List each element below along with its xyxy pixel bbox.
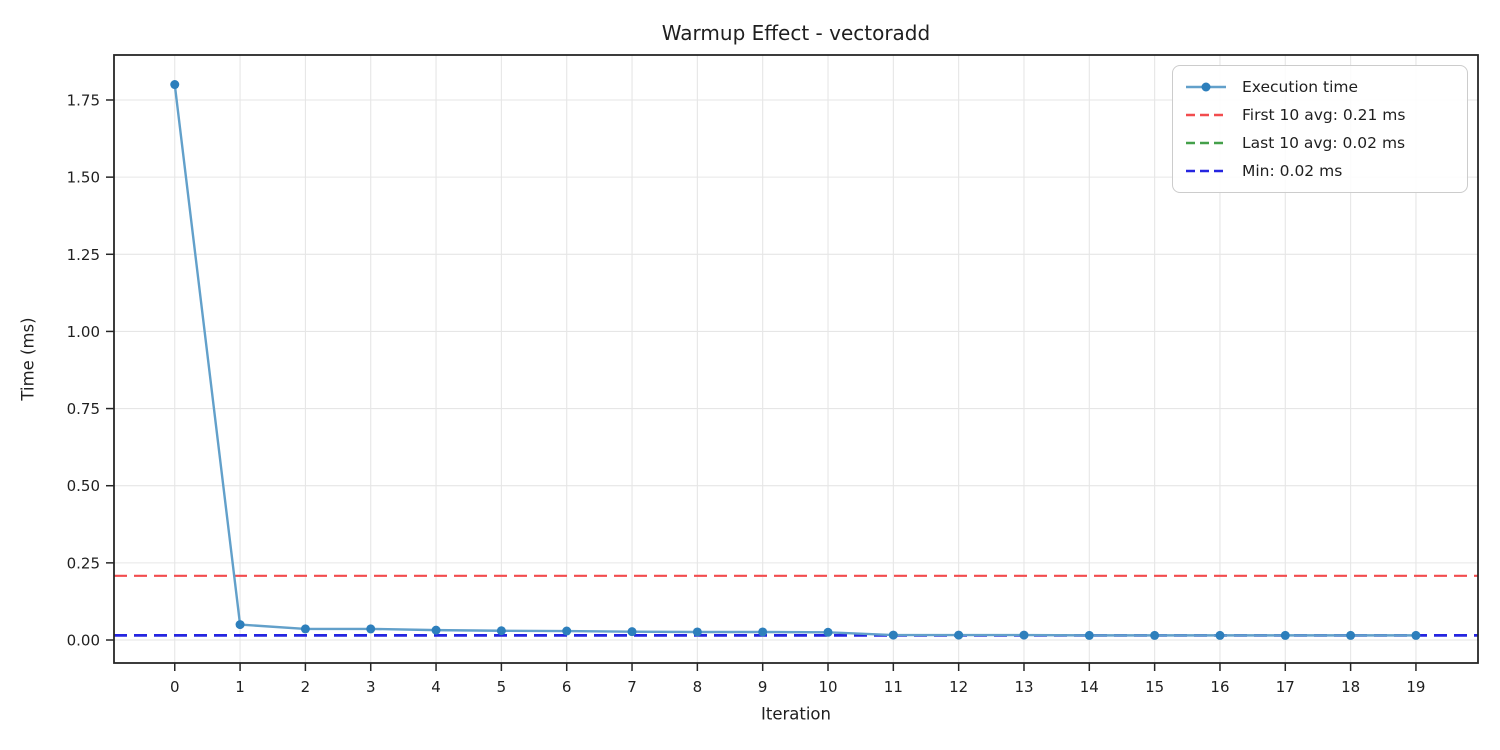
x-tick-label: 17 (1276, 678, 1295, 696)
data-point-marker (235, 620, 245, 630)
data-point-marker (1084, 630, 1094, 640)
data-point-marker (627, 627, 637, 637)
x-tick-label: 2 (301, 678, 311, 696)
data-point-marker (496, 626, 506, 636)
data-point-marker (431, 625, 441, 635)
x-tick-label: 13 (1014, 678, 1033, 696)
axes-spines (113, 54, 1479, 664)
x-axis-label: Iteration (761, 704, 831, 724)
y-tick-label: 0.50 (67, 477, 100, 495)
x-tick-label: 19 (1406, 678, 1425, 696)
data-point-marker (1150, 630, 1160, 640)
x-tick-label: 10 (818, 678, 837, 696)
x-tick-label: 18 (1341, 678, 1360, 696)
axis-ticks (106, 99, 1417, 671)
x-tick-label: 12 (949, 678, 968, 696)
legend-label: Last 10 avg: 0.02 ms (1242, 134, 1406, 152)
data-point-marker (1280, 630, 1290, 640)
legend-label: Min: 0.02 ms (1242, 162, 1343, 180)
x-tick-label: 5 (497, 678, 507, 696)
legend-item: Min: 0.02 ms (1185, 157, 1457, 185)
y-tick-label: 0.75 (67, 400, 100, 418)
execution-time-series (170, 80, 1421, 640)
legend: Execution time First 10 avg: 0.21 ms Last … (1172, 65, 1468, 193)
legend-label: Execution time (1242, 78, 1359, 96)
y-tick-label: 0.00 (67, 632, 100, 650)
legend-label: First 10 avg: 0.21 ms (1242, 106, 1406, 124)
data-point-marker (562, 626, 572, 636)
x-tick-label: 15 (1145, 678, 1164, 696)
data-point-marker (170, 80, 180, 90)
legend-item: Execution time (1185, 73, 1457, 101)
x-tick-label: 7 (627, 678, 637, 696)
data-point-marker (366, 624, 376, 634)
legend-line-marker-sample (1186, 82, 1226, 92)
data-point-marker (1346, 630, 1356, 640)
data-point-marker (888, 630, 898, 640)
y-axis-label: Time (ms) (18, 317, 38, 401)
grid-lines (114, 55, 1478, 663)
tick-labels: 0 1 2 3 4 5 6 7 8 9 10 11 12 13 14 15 16 17 18 190.000.250.… (67, 91, 1426, 696)
y-tick-label: 0.25 (67, 554, 100, 572)
legend-item: Last 10 avg: 0.02 ms (1185, 129, 1457, 157)
legend-dashed-line-sample (1186, 141, 1226, 145)
data-point-marker (300, 624, 310, 634)
data-point-marker (692, 627, 702, 637)
x-tick-label: 4 (431, 678, 441, 696)
data-point-marker (758, 627, 768, 637)
x-tick-label: 1 (235, 678, 245, 696)
data-point-marker (954, 630, 964, 640)
y-tick-label: 1.00 (67, 323, 100, 341)
x-tick-label: 9 (758, 678, 768, 696)
data-point-marker (1019, 630, 1029, 640)
x-tick-label: 14 (1080, 678, 1099, 696)
y-tick-label: 1.25 (67, 246, 100, 264)
x-tick-label: 0 (170, 678, 180, 696)
x-tick-label: 16 (1210, 678, 1229, 696)
y-tick-label: 1.75 (67, 91, 100, 109)
x-tick-label: 8 (693, 678, 703, 696)
legend-dashed-line-sample (1186, 113, 1226, 117)
y-tick-label: 1.50 (67, 169, 100, 187)
legend-item: First 10 avg: 0.21 ms (1185, 101, 1457, 129)
x-tick-label: 11 (884, 678, 903, 696)
legend-dashed-line-sample (1186, 169, 1226, 173)
data-point-marker (1411, 630, 1421, 640)
data-point-marker (823, 627, 833, 637)
chart-title: Warmup Effect - vectoradd (661, 21, 931, 45)
data-point-marker (1215, 630, 1225, 640)
x-tick-label: 3 (366, 678, 376, 696)
x-tick-label: 6 (562, 678, 572, 696)
